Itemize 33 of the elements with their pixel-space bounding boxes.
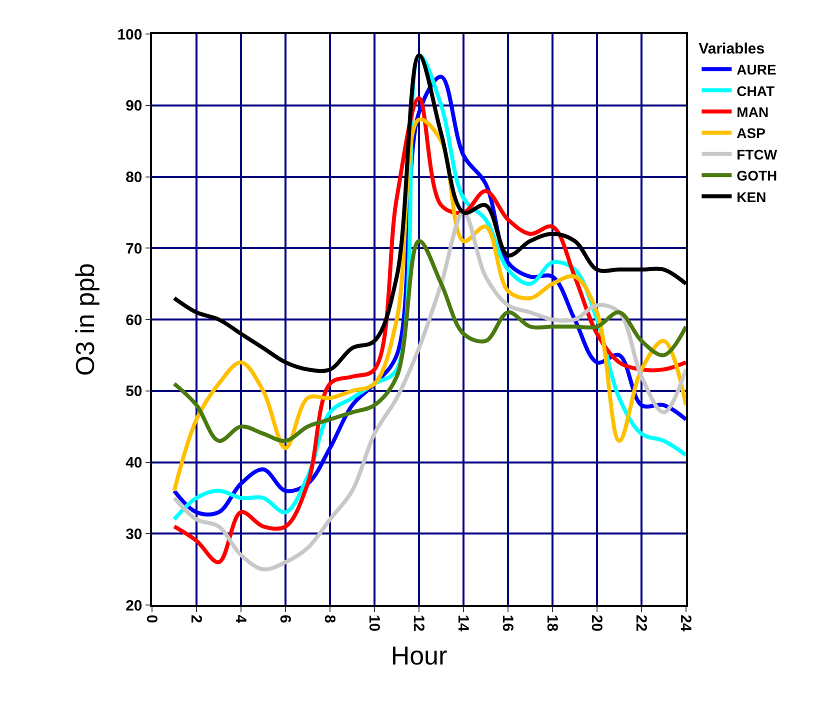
- x-tick-label: 0: [143, 614, 160, 624]
- y-tick-label: 40: [126, 454, 142, 472]
- x-tick-label: 2: [188, 614, 205, 624]
- y-tick-label: 60: [126, 312, 142, 329]
- y-tick-label: 70: [126, 240, 142, 258]
- x-tick-label: 14: [454, 614, 472, 632]
- line-series: [172, 210, 686, 572]
- x-tick-label: 4: [232, 614, 250, 624]
- x-tick-label: 12: [410, 614, 428, 632]
- line-series: [172, 238, 686, 443]
- legend-label: FTCW: [736, 146, 778, 162]
- legend-label: GOTH: [736, 168, 778, 184]
- x-tick-label: 24: [677, 614, 694, 632]
- y-tick-label: 50: [126, 383, 142, 400]
- x-tick-label: 6: [276, 614, 294, 624]
- y-axis-title: O3 in ppb: [70, 263, 100, 376]
- legend-label: CHAT: [736, 82, 775, 99]
- x-tick-label: 8: [321, 614, 338, 624]
- x-axis-title: Hour: [390, 640, 448, 670]
- legend-title: Variables: [698, 40, 765, 58]
- y-tick-label: 90: [126, 98, 142, 115]
- legend-label: ASP: [736, 125, 766, 142]
- y-tick-label: 30: [126, 526, 142, 543]
- legend-label: MAN: [736, 104, 769, 120]
- y-tick-label: 80: [126, 169, 142, 186]
- x-tick-label: 18: [544, 614, 561, 632]
- x-tick-label: 16: [499, 614, 516, 632]
- x-tick-label: 22: [632, 614, 650, 632]
- legend-label: KEN: [736, 188, 766, 205]
- legend-label: AURE: [736, 62, 776, 78]
- y-tick-label: 100: [117, 26, 142, 44]
- x-tick-label: 20: [588, 614, 606, 632]
- x-tick-label: 10: [366, 614, 383, 632]
